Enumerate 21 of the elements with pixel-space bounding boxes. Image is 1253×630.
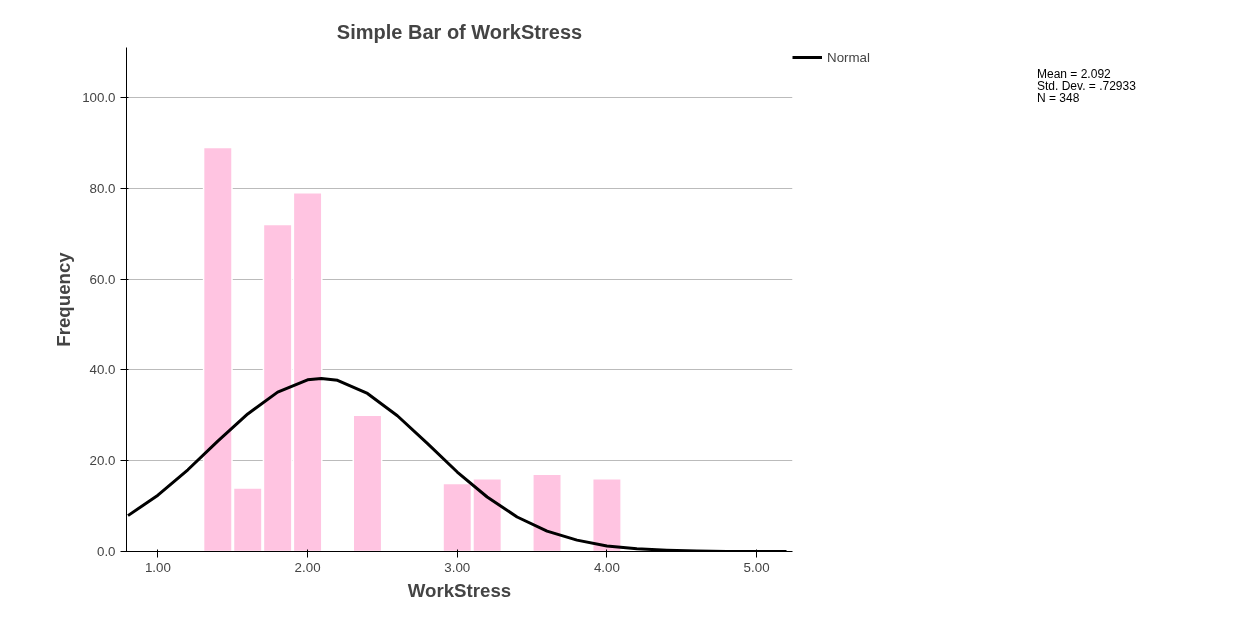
y-axis-title: Frequency: [53, 251, 75, 347]
chart-title: Simple Bar of WorkStress: [336, 20, 583, 43]
text: Std. Dev. = .72933: [1037, 79, 1136, 93]
bar: [591, 478, 622, 552]
legend-label: Normal: [827, 49, 870, 65]
text: N = 348: [1037, 91, 1080, 105]
x-axis-title: WorkStress: [407, 579, 512, 601]
bar: [352, 414, 383, 552]
y-tick-label: 20.0: [89, 453, 116, 469]
y-tick-label: 100.0: [82, 89, 116, 105]
x-tick-label: 4.00: [593, 559, 620, 575]
x-tick-label: 1.00: [144, 559, 171, 575]
text: Mean = 2.092: [1037, 67, 1111, 81]
bar: [532, 473, 563, 552]
x-tick-label: 5.00: [743, 559, 770, 575]
y-tick-label: 0.0: [96, 544, 116, 559]
y-tick-label: 40.0: [89, 362, 116, 378]
x-tick-label: 2.00: [294, 559, 321, 575]
y-tick-label: 80.0: [89, 180, 116, 196]
x-tick-label: 3.00: [444, 559, 471, 575]
y-tick-label: 60.0: [89, 271, 116, 287]
